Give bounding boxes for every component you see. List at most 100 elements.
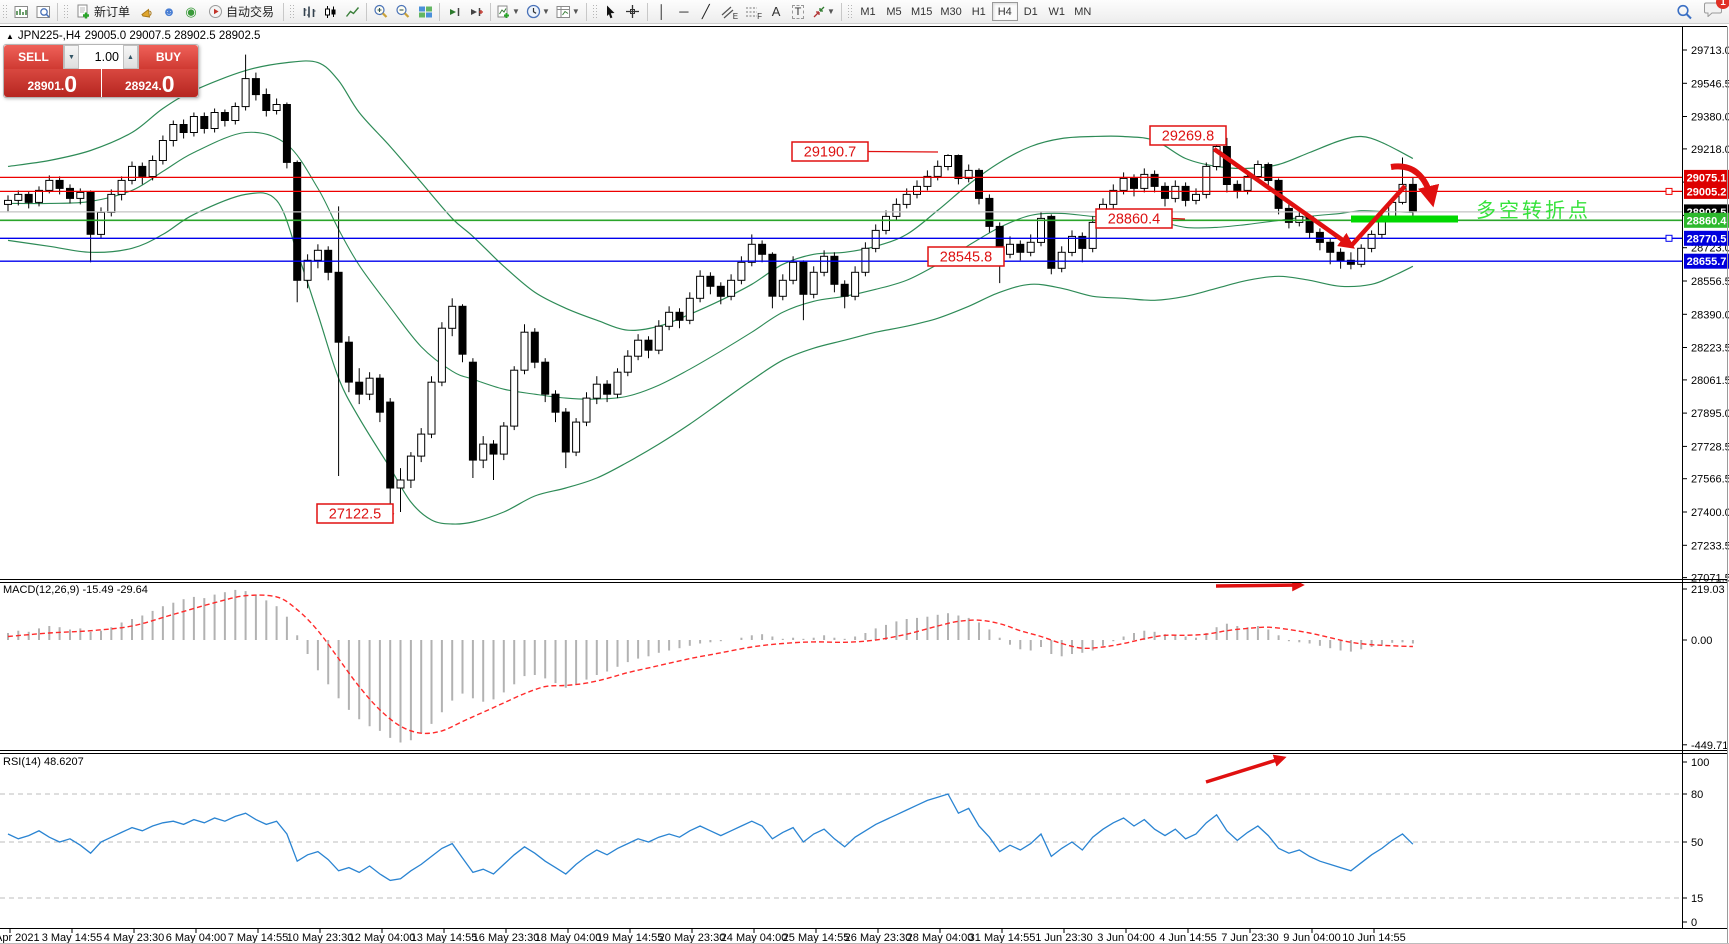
toolbar-separator xyxy=(585,2,587,21)
buy-price[interactable]: 28924. 0 xyxy=(101,69,198,97)
timeframe-m1-button[interactable]: M1 xyxy=(855,2,881,21)
svg-text:6 May 04:00: 6 May 04:00 xyxy=(166,932,227,944)
chart-shift-button[interactable] xyxy=(465,2,487,22)
rebound-line[interactable] xyxy=(1349,184,1407,248)
price-axis[interactable]: 29713.029546.529380.029218.029051.528885… xyxy=(1682,45,1729,585)
signals-button[interactable]: ◉ xyxy=(180,2,202,22)
timeframe-h1-button[interactable]: H1 xyxy=(966,2,992,21)
vline-tool-button[interactable]: │ xyxy=(651,2,673,22)
crosshair-tool-button[interactable] xyxy=(622,2,644,22)
svg-text:27400.0: 27400.0 xyxy=(1691,507,1729,519)
zoom-out-button[interactable] xyxy=(392,2,414,22)
volume-value[interactable]: 1.00 xyxy=(94,50,119,64)
svg-text:0.00: 0.00 xyxy=(1691,635,1712,647)
indicators-button[interactable]: ▼ xyxy=(494,2,523,22)
volume-increase-button[interactable]: ▲ xyxy=(123,45,138,69)
arrows-tool-button[interactable]: ▼ xyxy=(809,2,838,22)
downtrend-arrow[interactable] xyxy=(1212,147,1355,249)
toolbar-right-group: 1 xyxy=(1673,0,1729,22)
toolbar-separator xyxy=(439,2,441,21)
sell-price[interactable]: 28901. 0 xyxy=(4,69,101,97)
candlestick-mode-button[interactable] xyxy=(319,2,341,22)
timeframe-h4-button[interactable]: H4 xyxy=(991,2,1018,21)
timeframe-group: M1 M5 M15 M30 H1 H4 D1 W1 MN xyxy=(855,2,1096,21)
macd-indicator-label: MACD(12,26,9) -15.49 -29.64 xyxy=(3,584,148,596)
toolbar-grip xyxy=(2,3,8,20)
price-annotation[interactable]: 27122.5 xyxy=(316,503,395,524)
trend-drawings[interactable] xyxy=(1212,147,1458,249)
new-chart-button[interactable] xyxy=(10,2,32,22)
timeframe-d1-button[interactable]: D1 xyxy=(1018,2,1044,21)
signal-icon: ◉ xyxy=(185,4,197,19)
community-button[interactable]: ☻ xyxy=(158,2,180,22)
projection-arrow[interactable] xyxy=(1390,163,1440,208)
toolbar-separator xyxy=(490,2,492,21)
price-annotation[interactable]: 29190.7 xyxy=(791,141,939,162)
line-handle[interactable] xyxy=(1665,187,1673,195)
timeframe-m5-button[interactable]: M5 xyxy=(881,2,907,21)
periods-button[interactable]: ▼ xyxy=(523,2,553,22)
bar-chart-mode-button[interactable] xyxy=(297,2,319,22)
svg-text:28556.5: 28556.5 xyxy=(1691,276,1729,288)
macd-axis[interactable]: 219.03 0.00 -449.71 xyxy=(1682,584,1728,752)
svg-text:29380.0: 29380.0 xyxy=(1691,112,1729,124)
profiles-button[interactable] xyxy=(32,2,54,22)
turning-point-annotation[interactable]: 多空转折点 xyxy=(1476,200,1591,222)
hline-tool-button[interactable]: ─ xyxy=(673,2,695,22)
tile-windows-button[interactable] xyxy=(414,2,436,22)
timeframe-m15-button[interactable]: M15 xyxy=(907,2,936,21)
cursor-tool-button[interactable] xyxy=(600,2,622,22)
buy-button[interactable]: BUY xyxy=(139,45,198,69)
macd-annotation-arrow[interactable] xyxy=(1215,583,1305,592)
chat-button[interactable]: 1 xyxy=(1704,0,1729,22)
price-annotation[interactable]: 29269.8 xyxy=(1149,125,1227,146)
volume-stepper: ▼ 1.00 ▲ xyxy=(63,45,139,69)
svg-text:28390.0: 28390.0 xyxy=(1691,309,1729,321)
zoom-in-button[interactable] xyxy=(370,2,392,22)
indicators-icon xyxy=(497,5,510,18)
rsi-annotation-arrow[interactable] xyxy=(1205,754,1287,784)
alerts-button[interactable] xyxy=(136,2,158,22)
svg-text:29269.8: 29269.8 xyxy=(1162,129,1214,145)
search-button[interactable] xyxy=(1673,2,1696,22)
one-click-trading-panel: SELL ▼ 1.00 ▲ BUY 28901. 0 28924. 0 xyxy=(3,44,199,98)
sell-price-big-digit: 0 xyxy=(64,71,77,97)
svg-text:16 May 23:30: 16 May 23:30 xyxy=(473,932,540,944)
timeframe-m30-button[interactable]: M30 xyxy=(936,2,965,21)
price-annotation[interactable]: 28860.4 xyxy=(1095,208,1186,229)
text-label-tool-button[interactable]: T xyxy=(787,2,809,22)
fibonacci-tool-button[interactable]: F xyxy=(741,2,765,22)
trendline-icon: ╱ xyxy=(701,4,710,19)
new-order-button[interactable]: 新订单 xyxy=(71,2,136,22)
templates-button[interactable]: ▼ xyxy=(553,2,583,22)
svg-text:3 Jun 04:00: 3 Jun 04:00 xyxy=(1097,932,1155,944)
svg-text:27728.5: 27728.5 xyxy=(1691,441,1729,453)
text-tool-button[interactable]: A xyxy=(765,2,787,22)
rsi-axis[interactable]: 100 80 50 15 0 xyxy=(1682,757,1709,929)
trendline-tool-button[interactable]: ╱ xyxy=(695,2,717,22)
timeframe-mn-button[interactable]: MN xyxy=(1070,2,1096,21)
search-icon xyxy=(1677,4,1692,19)
macd-pane xyxy=(7,583,1414,743)
dropdown-caret-icon: ▼ xyxy=(512,7,520,16)
candles-layer xyxy=(4,54,1417,514)
channel-tool-button[interactable]: E xyxy=(717,2,741,22)
price-annotation[interactable]: 28545.8 xyxy=(927,246,1005,267)
svg-text:25 May 14:55: 25 May 14:55 xyxy=(783,932,850,944)
line-handle[interactable] xyxy=(1665,234,1673,242)
sell-button[interactable]: SELL xyxy=(4,45,63,69)
timeframe-w1-button[interactable]: W1 xyxy=(1044,2,1070,21)
svg-text:12 May 04:00: 12 May 04:00 xyxy=(349,932,416,944)
auto-scroll-button[interactable] xyxy=(443,2,465,22)
toolbar: 新订单 ☻ ◉ 自动交易 ▼ ▼ xyxy=(0,0,1729,24)
symbol-marker-icon: ▲ xyxy=(6,31,14,41)
autotrade-button[interactable]: 自动交易 xyxy=(202,2,280,22)
zoom-out-icon xyxy=(396,4,410,18)
volume-decrease-button[interactable]: ▼ xyxy=(64,45,79,69)
toolbar-separator xyxy=(840,2,842,21)
line-chart-mode-button[interactable] xyxy=(341,2,363,22)
template-icon xyxy=(556,5,570,18)
bar-chart-icon xyxy=(303,6,316,17)
